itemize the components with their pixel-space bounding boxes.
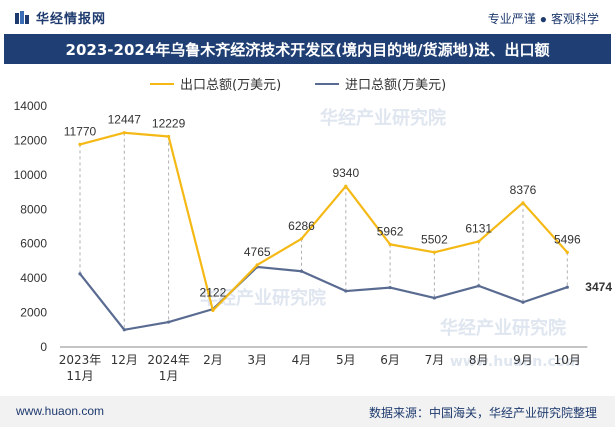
import-data-label: 3474 — [585, 280, 612, 294]
y-tick-label: 10000 — [14, 168, 48, 182]
chart-title: 2023-2024年乌鲁木齐经济技术开发区(境内目的地/货源地)进、出口额 — [65, 40, 550, 59]
legend-label-1: 进口总额(万美元) — [345, 78, 446, 93]
series-0-point — [344, 184, 348, 188]
export-data-label: 6131 — [465, 221, 492, 235]
watermark-text: 华经产业研究院 — [440, 317, 566, 339]
logo-text: 华经情报网 — [36, 11, 107, 26]
legend-label-0: 出口总额(万美元) — [180, 78, 281, 93]
y-tick-label: 12000 — [14, 133, 48, 147]
series-line-1 — [79, 265, 568, 331]
series-1-point — [432, 296, 436, 300]
slogan: 专业严谨 ● 客观科学 — [488, 10, 599, 27]
x-tick-label: 9月 — [513, 353, 533, 367]
export-data-label: 5496 — [554, 232, 581, 246]
export-data-label: 11770 — [64, 124, 97, 138]
y-tick-label: 6000 — [20, 237, 47, 251]
export-data-label: 4765 — [244, 245, 271, 259]
top-bar: 华经情报网 专业严谨 ● 客观科学 — [0, 0, 615, 34]
export-data-label: 12447 — [108, 113, 142, 127]
watermark-url: www.huaon.com — [450, 354, 580, 370]
y-tick-label: 4000 — [20, 271, 47, 285]
footer-source: 数据来源：中国海关，华经产业研究院整理 — [368, 406, 597, 420]
export-data-label: 5962 — [377, 224, 404, 238]
series-1-point — [521, 300, 525, 304]
series-1-point — [565, 285, 569, 289]
x-tick-label: 7月 — [425, 353, 445, 367]
footer-website[interactable]: www.huaon.com — [16, 404, 105, 418]
series-0-point — [432, 250, 436, 254]
series-0-point — [299, 237, 304, 241]
logo[interactable]: 华经情报网 — [14, 8, 106, 27]
legend: 出口总额(万美元) 进口总额(万美元) — [150, 78, 446, 93]
data-labels: 11770 12447 12229 2122 4765 6286 9340 5962 5502 6… — [64, 113, 613, 300]
series-1-point — [388, 286, 392, 290]
series-1-point — [344, 289, 348, 293]
x-tick-label: 12月 — [111, 353, 138, 367]
x-tick-label: 8月 — [469, 353, 489, 367]
series-line-0 — [79, 131, 569, 312]
y-tick-label: 0 — [40, 340, 47, 354]
series-0-point — [78, 142, 82, 146]
x-tick-label: 2024年 1月 — [147, 353, 190, 383]
x-tick-label: 2023年 11月 — [59, 353, 102, 383]
slogan-left: 专业严谨 — [487, 12, 536, 26]
y-tick-label: 8000 — [20, 202, 47, 216]
series-0-point — [388, 242, 392, 246]
series-0-point — [521, 201, 525, 205]
export-data-label: 9340 — [332, 166, 359, 180]
series-1-point — [122, 328, 126, 332]
series-1-point — [78, 272, 82, 276]
y-tick-label: 2000 — [20, 306, 47, 320]
drop-lines — [79, 132, 568, 330]
export-data-label: 6286 — [288, 219, 315, 233]
export-data-label: 5502 — [421, 232, 448, 246]
series-0-point — [565, 250, 569, 254]
series-0-point — [477, 239, 481, 244]
x-tick-label: 3月 — [247, 353, 267, 367]
series-0-point — [211, 308, 215, 313]
series-layer — [78, 131, 569, 332]
x-tick-label: 6月 — [380, 353, 400, 367]
series-1-point — [299, 269, 304, 273]
export-data-label: 12229 — [152, 116, 186, 130]
export-data-label: 2122 — [200, 285, 227, 299]
slogan-right: 客观科学 — [550, 12, 599, 26]
footer: www.huaon.com 数据来源：中国海关，华经产业研究院整理 — [0, 396, 615, 427]
separator-dot-icon: ● — [539, 12, 547, 26]
title-bar: 2023-2024年乌鲁木齐经济技术开发区(境内目的地/货源地)进、出口额 — [4, 34, 611, 64]
series-1-point — [477, 284, 481, 288]
watermark-text: 华经产业研究院 — [320, 107, 446, 129]
x-tick-label: 4月 — [292, 353, 312, 367]
logo-icon — [15, 10, 29, 24]
y-tick-label: 14000 — [14, 99, 48, 113]
series-0-point — [255, 263, 259, 267]
x-tick-label: 10月 — [554, 353, 581, 367]
x-tick-label: 2月 — [203, 353, 223, 367]
export-data-label: 8376 — [510, 183, 537, 197]
series-1-point — [167, 320, 171, 324]
axes: 0 2000 4000 6000 8000 10000 12000 14000 2023年 11月… — [14, 99, 588, 383]
series-0-point — [167, 134, 171, 139]
series-0-point — [122, 131, 126, 135]
x-tick-label: 5月 — [336, 353, 356, 367]
